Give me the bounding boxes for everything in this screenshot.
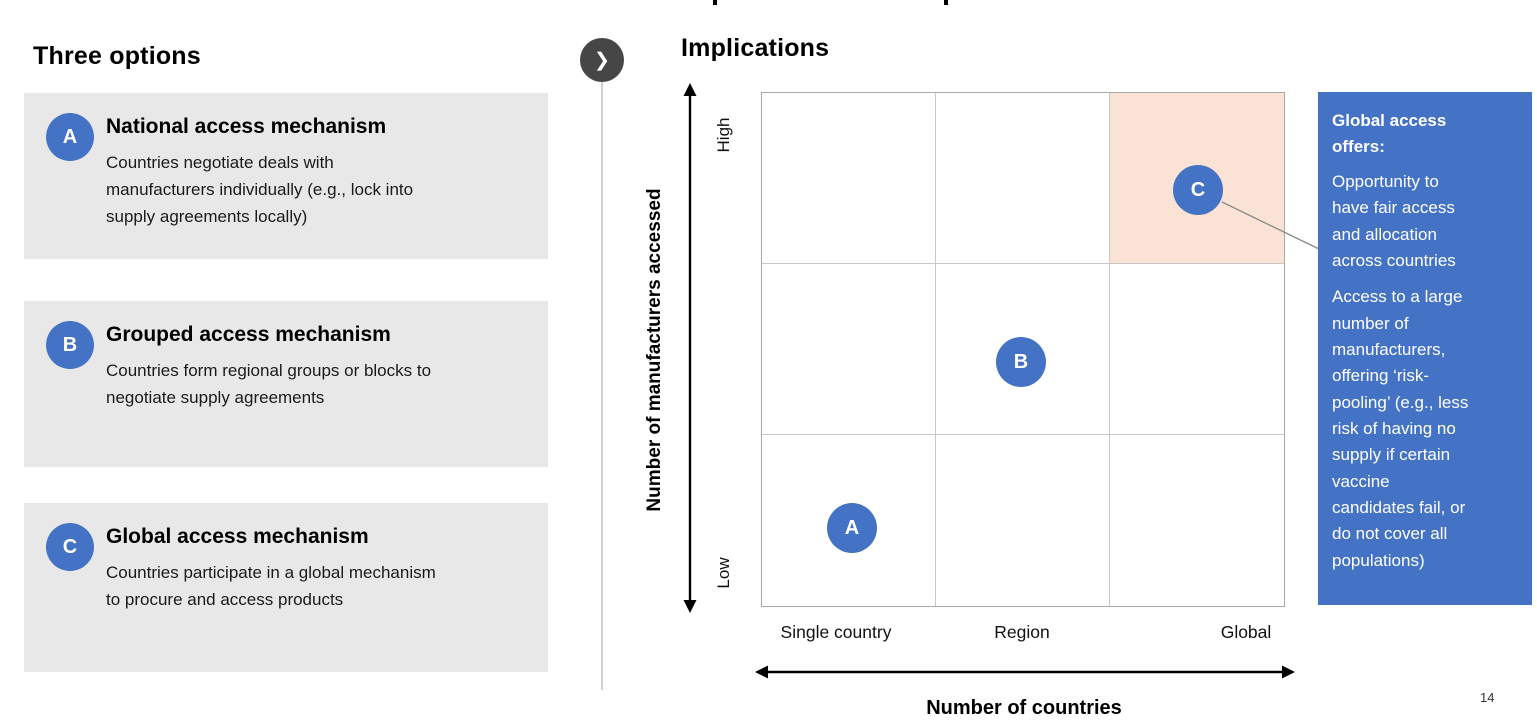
global-access-callout: Global access offers: Opportunity to hav… bbox=[1318, 92, 1532, 605]
matrix-cell bbox=[1110, 435, 1284, 606]
chevron-right-icon: ❯ bbox=[580, 38, 624, 82]
x-tick-region: Region bbox=[994, 622, 1050, 642]
right-panel-title: Implications bbox=[681, 34, 830, 62]
matrix-point-c: C bbox=[1173, 165, 1223, 215]
option-c-description: Countries participate in a global mechan… bbox=[106, 563, 436, 610]
y-tick-high: High bbox=[714, 117, 733, 153]
option-c-badge: C bbox=[46, 523, 94, 571]
x-tick-global: Global bbox=[1220, 622, 1272, 642]
x-tick-single-country: Single country bbox=[780, 622, 892, 642]
option-a-description: Countries negotiate deals with manufactu… bbox=[106, 153, 414, 227]
callout-paragraph-1: Opportunity to have fair access and allo… bbox=[1332, 172, 1456, 271]
matrix-cell bbox=[1110, 264, 1284, 435]
page-number: 14 bbox=[1480, 690, 1495, 705]
matrix-cell bbox=[762, 93, 936, 264]
cropped-title-remnant bbox=[944, 0, 948, 5]
y-tick-low: Low bbox=[714, 557, 733, 589]
matrix-cell bbox=[936, 435, 1110, 606]
matrix-point-b: B bbox=[996, 337, 1046, 387]
option-card-c: C Global access mechanism Countries part… bbox=[24, 503, 548, 672]
option-c-title: Global access mechanism bbox=[106, 525, 369, 548]
x-axis-arrow-icon bbox=[755, 665, 1295, 679]
option-a-badge: A bbox=[46, 113, 94, 161]
y-axis-label: Number of manufacturers accessed bbox=[644, 188, 665, 512]
y-axis-arrow-icon bbox=[683, 83, 697, 613]
matrix-cell bbox=[762, 264, 936, 435]
callout-heading: Global access offers: bbox=[1332, 111, 1447, 156]
left-panel-title: Three options bbox=[33, 42, 201, 70]
callout-connector-line bbox=[1221, 201, 1320, 250]
section-divider-line bbox=[601, 82, 603, 690]
option-a-title: National access mechanism bbox=[106, 115, 387, 138]
option-b-badge: B bbox=[46, 321, 94, 369]
callout-paragraph-2: Access to a large number of manufacturer… bbox=[1332, 287, 1469, 570]
option-card-a: A National access mechanism Countries ne… bbox=[24, 93, 548, 259]
matrix-point-a: A bbox=[827, 503, 877, 553]
cropped-title-remnant bbox=[713, 0, 717, 5]
option-card-b: B Grouped access mechanism Countries for… bbox=[24, 301, 548, 467]
matrix-cell bbox=[936, 93, 1110, 264]
x-axis-label: Number of countries bbox=[926, 697, 1122, 719]
option-b-title: Grouped access mechanism bbox=[106, 323, 391, 346]
option-b-description: Countries form regional groups or blocks… bbox=[106, 361, 432, 408]
